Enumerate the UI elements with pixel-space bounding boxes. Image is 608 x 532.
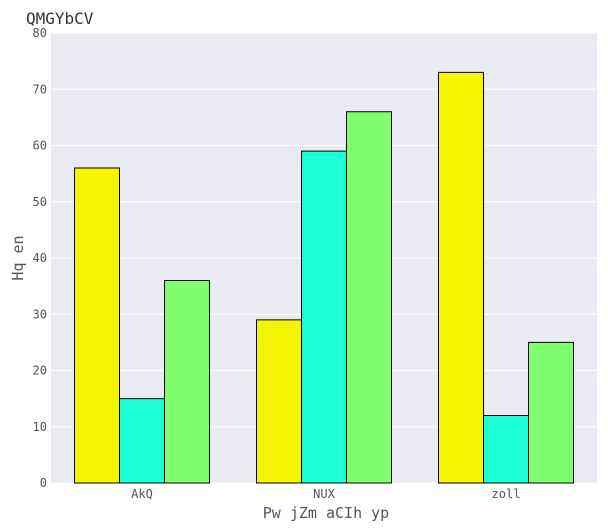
y-axis-ticks: 0 10 20 30 40 50 60 70 80 bbox=[33, 26, 47, 490]
bar-AkQ-series-1 bbox=[74, 167, 120, 484]
bars bbox=[74, 71, 574, 484]
y-axis-label: Hq en bbox=[9, 235, 27, 280]
bar-NUX-series-3 bbox=[346, 111, 392, 484]
bar-AkQ-series-3 bbox=[164, 280, 210, 484]
y-tick-label-4: 40 bbox=[33, 251, 47, 265]
bar-zoll-series-2 bbox=[483, 415, 529, 484]
x-tick-label-0: AkQ bbox=[131, 487, 153, 501]
bar-NUX-series-2 bbox=[301, 150, 347, 484]
y-tick-label-3: 30 bbox=[33, 307, 47, 321]
bar-zoll-series-3 bbox=[528, 341, 574, 484]
y-tick-label-8: 80 bbox=[33, 26, 47, 40]
chart-title: QMGYbCV bbox=[26, 9, 94, 28]
x-tick-label-2: zoll bbox=[492, 487, 521, 501]
x-axis-ticks: AkQ NUX zoll bbox=[131, 487, 520, 501]
y-tick-label-1: 10 bbox=[33, 420, 47, 434]
y-tick-label-2: 20 bbox=[33, 364, 47, 378]
bar-NUX-series-1 bbox=[256, 319, 302, 484]
x-axis-label: Pw jZm aCIh yp bbox=[263, 504, 389, 522]
y-tick-label-5: 50 bbox=[33, 195, 47, 209]
y-tick-label-0: 0 bbox=[40, 476, 47, 490]
bar-zoll-series-1 bbox=[438, 71, 484, 484]
bar-AkQ-series-2 bbox=[119, 398, 165, 484]
x-tick-label-1: NUX bbox=[313, 487, 335, 501]
y-tick-label-7: 70 bbox=[33, 82, 47, 96]
y-tick-label-6: 60 bbox=[33, 139, 47, 153]
